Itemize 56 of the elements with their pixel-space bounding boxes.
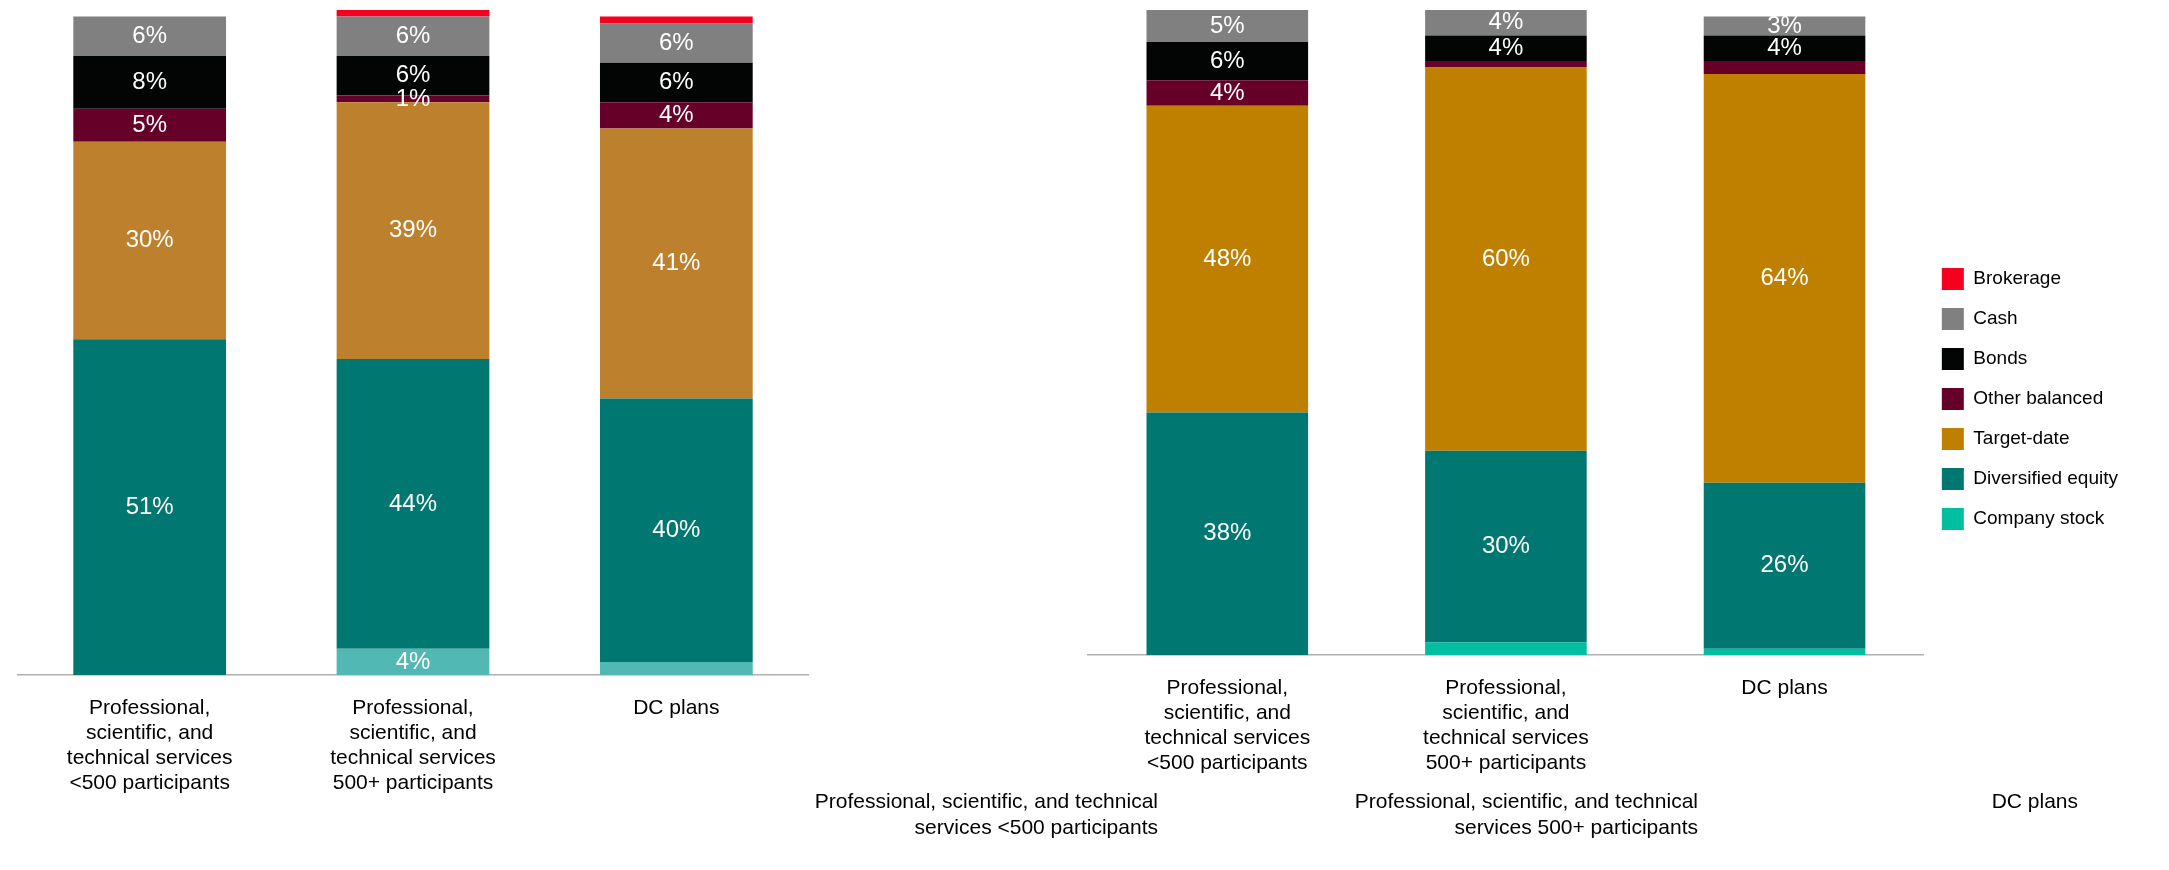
x-tick-label: Professional, scientific, and technical services 500+ participants (1353, 788, 1698, 840)
data-label: 4% (1209, 77, 1245, 105)
data-label: 30% (1481, 531, 1530, 559)
data-label: 5% (1209, 10, 1245, 38)
data-label: 6% (658, 27, 694, 55)
data-label: 44% (388, 488, 438, 516)
data-label: 4% (395, 646, 431, 674)
x-tick-label: DC plans (1991, 788, 2078, 814)
data-label: 4% (1488, 7, 1524, 35)
bar (599, 102, 753, 129)
bar (73, 141, 227, 340)
legend-label: Company stock (1973, 507, 2105, 529)
legend-label: Cash (1973, 307, 2018, 329)
bar (599, 62, 753, 103)
data-label: 26% (1760, 550, 1809, 578)
bar (73, 16, 227, 57)
data-label: 4% (1488, 32, 1524, 60)
legend-label: Bonds (1973, 347, 2028, 369)
bar (336, 10, 490, 17)
data-label: 6% (1209, 45, 1245, 73)
bar (336, 16, 490, 57)
data-label: 51% (125, 491, 174, 519)
legend-label: Other balanced (1973, 387, 2104, 409)
data-label: 6% (132, 20, 168, 48)
text: DC plans (1741, 674, 1828, 698)
data-label: 5% (132, 109, 168, 137)
data-label: 6% (395, 20, 431, 48)
data-label: 6% (395, 60, 431, 88)
bar (599, 662, 753, 676)
data-label: 6% (658, 67, 694, 95)
bar (599, 16, 753, 24)
legend-label: Target-date (1973, 427, 2070, 449)
bar (73, 108, 227, 142)
bar (73, 56, 227, 109)
bar (336, 648, 490, 676)
data-label: 39% (388, 215, 438, 243)
legend-label: Brokerage (1973, 267, 2061, 289)
x-tick-label: DC plans (633, 694, 720, 718)
data-label: 41% (652, 248, 701, 276)
bar (599, 128, 753, 399)
data-label: 38% (1203, 518, 1252, 546)
data-label: 40% (652, 514, 701, 542)
bar (73, 339, 227, 676)
data-label: 30% (125, 225, 174, 253)
data-label: 48% (1203, 243, 1252, 271)
bar (599, 23, 753, 63)
data-label: 4% (658, 100, 694, 127)
x-tick-label: Professional, scientific, and technical services 500+ participants (330, 694, 496, 794)
x-tick-label: Professional, scientific, and technical services <500 participants (813, 788, 1158, 840)
data-label: 8% (132, 67, 168, 95)
x-tick-label: Professional, scientific, and technical services <500 participants (66, 694, 233, 794)
data-label: 64% (1760, 262, 1809, 290)
legend-label: Diversified equity (1973, 467, 2119, 489)
data-label: 60% (1481, 243, 1530, 271)
bar (336, 359, 490, 649)
bar (599, 398, 753, 663)
